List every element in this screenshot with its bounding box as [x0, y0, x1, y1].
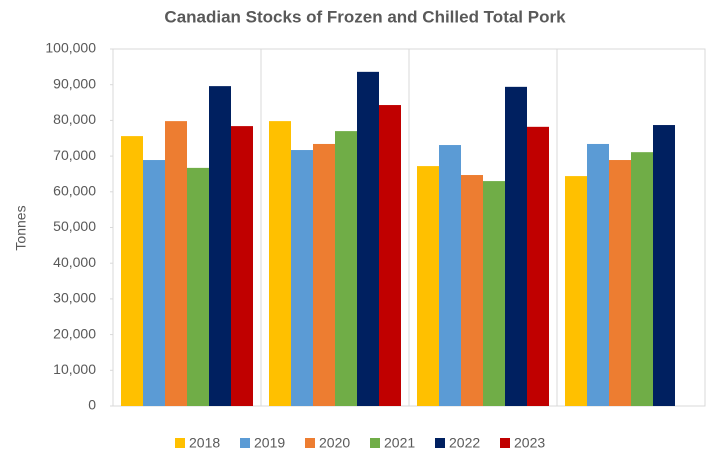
legend-swatch — [435, 438, 445, 448]
y-tick-label: 50,000 — [53, 218, 96, 234]
y-tick-label: 70,000 — [53, 147, 96, 163]
legend-swatch — [175, 438, 185, 448]
legend-swatch — [305, 438, 315, 448]
chart-title: Canadian Stocks of Frozen and Chilled To… — [164, 7, 566, 26]
legend-label: 2021 — [384, 435, 415, 451]
bar — [165, 121, 187, 406]
bar — [631, 152, 653, 406]
y-tick-label: 30,000 — [53, 290, 96, 306]
bar — [143, 160, 165, 406]
bar — [187, 167, 209, 406]
bar — [379, 105, 401, 406]
legend-swatch — [370, 438, 380, 448]
legend-swatch — [240, 438, 250, 448]
bar — [231, 126, 253, 406]
y-tick-label: 90,000 — [53, 75, 96, 91]
bar — [121, 136, 143, 406]
legend-label: 2019 — [254, 435, 285, 451]
legend-label: 2022 — [449, 435, 480, 451]
bar — [357, 71, 379, 407]
bar — [335, 131, 357, 407]
legend-swatch — [500, 438, 510, 448]
y-tick-label: 40,000 — [53, 254, 96, 270]
bar — [505, 86, 527, 406]
y-tick-label: 0 — [88, 397, 96, 413]
y-axis-label: Tonnes — [13, 205, 29, 250]
legend-label: 2018 — [189, 435, 220, 451]
bar — [483, 181, 505, 406]
legend-label: 2020 — [319, 435, 350, 451]
bar — [417, 166, 439, 406]
y-tick-label: 20,000 — [53, 325, 96, 341]
legend-label: 2023 — [514, 435, 545, 451]
y-tick-label: 60,000 — [53, 183, 96, 199]
bar — [313, 143, 335, 406]
bar — [587, 143, 609, 406]
y-tick-label: 100,000 — [45, 40, 96, 56]
bar — [269, 121, 291, 406]
y-tick-label: 10,000 — [53, 361, 96, 377]
bar — [209, 86, 231, 407]
bar — [565, 176, 587, 406]
bar — [439, 145, 461, 406]
y-tick-label: 80,000 — [53, 111, 96, 127]
bar — [461, 175, 483, 406]
bar — [291, 150, 313, 406]
bar — [653, 125, 675, 406]
bar — [527, 126, 549, 407]
bar — [609, 160, 631, 406]
